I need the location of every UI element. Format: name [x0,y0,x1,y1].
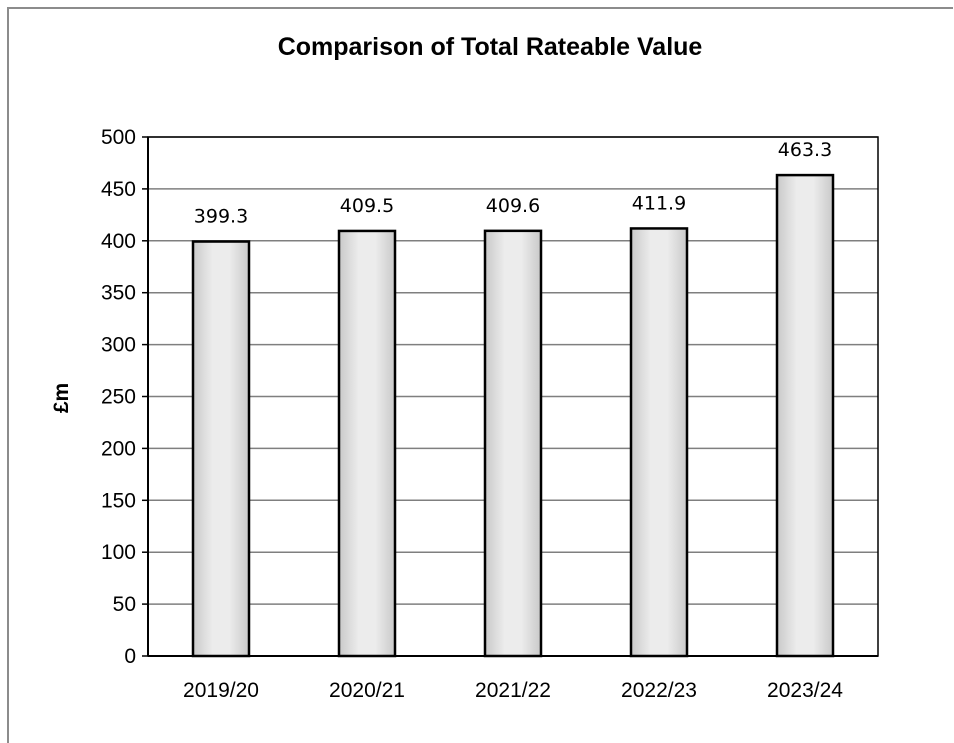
data-label: 409.5 [340,195,394,217]
x-tick-label: 2020/21 [329,679,405,702]
data-label: 409.6 [486,195,540,217]
axes [142,136,879,657]
chart-frame [7,7,953,743]
bars [191,173,835,658]
x-tick-label: 2019/20 [183,679,259,702]
y-tick-label: 400 [101,230,136,253]
y-tick-label: 450 [101,178,136,201]
x-tick-label: 2021/22 [475,679,551,702]
labels: 0 50 100 150 200 250 300 350 400 450 500 399.3 2019/… [101,126,843,702]
y-tick-label: 150 [101,489,136,512]
bar [337,229,397,658]
data-label: 463.3 [778,139,832,161]
x-tick-label: 2022/23 [621,679,697,702]
y-tick-label: 200 [101,437,136,460]
y-tick-label: 300 [101,334,136,357]
y-tick-label: 500 [101,126,136,149]
y-tick-label: 0 [124,645,136,668]
bar [629,227,689,658]
data-label: 411.9 [632,192,686,214]
y-axis-label: £m [50,383,73,413]
y-tick-label: 250 [101,386,136,409]
x-tick-label: 2023/24 [767,679,843,702]
bar [191,240,251,658]
chart-title: Comparison of Total Rateable Value [277,33,703,61]
y-tick-label: 350 [101,282,136,305]
y-tick-label: 50 [113,593,136,616]
y-tick-label: 100 [101,541,136,564]
bar [775,173,835,658]
data-label: 399.3 [194,206,248,228]
bar [483,229,543,658]
